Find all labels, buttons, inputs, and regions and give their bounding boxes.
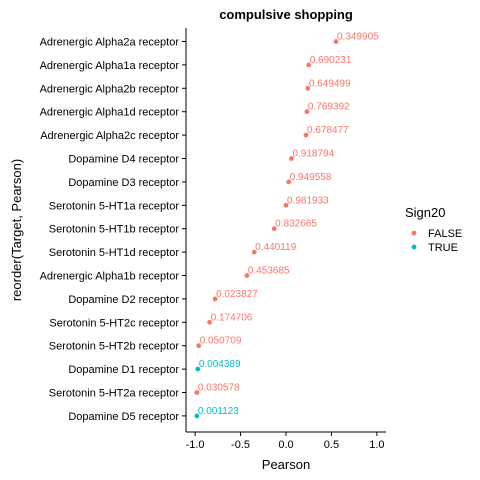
- y-tick-label: Serotonin 5-HT2a receptor: [49, 388, 180, 400]
- y-tick-label: Dopamine D4 receptor: [68, 154, 179, 166]
- legend-key-false: [411, 230, 417, 236]
- chart-title: compulsive shopping: [219, 7, 353, 22]
- data-label: 0.023827: [216, 289, 258, 300]
- data-label: 0.030578: [198, 383, 240, 394]
- data-point: [304, 109, 310, 115]
- y-tick-label: Serotonin 5-HT1b receptor: [49, 224, 180, 236]
- plot-axes: [185, 28, 386, 433]
- legend-entries: FALSE TRUE: [411, 228, 462, 254]
- y-tick-label: Dopamine D1 receptor: [68, 364, 179, 376]
- data-point: [212, 296, 218, 302]
- point-group: [194, 39, 339, 419]
- data-point: [194, 390, 200, 395]
- data-label: 0.832665: [275, 219, 317, 230]
- x-tick-label: 0.5: [324, 439, 339, 451]
- data-label-group: 0.349905 0.690231 0.649499 0.769392 0.678477…: [198, 32, 379, 417]
- y-tick-label: Serotonin 5-HT2b receptor: [49, 341, 180, 353]
- data-point: [305, 85, 311, 91]
- data-point: [306, 62, 312, 68]
- y-tick-label: Serotonin 5-HT1d receptor: [49, 247, 180, 259]
- x-tick-label: -0.5: [231, 439, 250, 451]
- data-point: [303, 132, 309, 138]
- data-label: 0.004389: [199, 359, 241, 370]
- legend-title: Sign20: [405, 205, 445, 220]
- data-label: 0.649499: [309, 78, 351, 89]
- data-point: [194, 413, 200, 419]
- y-tick-label: Adrenergic Alpha1a receptor: [40, 60, 180, 72]
- data-label: 0.453685: [248, 266, 290, 277]
- x-tick-label: 1.0: [369, 439, 384, 451]
- y-tick-label: Adrenergic Alpha1d receptor: [40, 107, 180, 119]
- data-label: 0.981933: [287, 195, 329, 206]
- y-tick-label: Adrenergic Alpha2b receptor: [40, 83, 180, 95]
- data-label: 0.690231: [310, 55, 352, 66]
- x-tick-label: -1.0: [186, 439, 205, 451]
- y-tick-label: Adrenergic Alpha2c receptor: [40, 130, 179, 142]
- data-point: [286, 179, 292, 185]
- data-label: 0.440119: [255, 242, 296, 253]
- data-point: [207, 319, 213, 325]
- y-tick-group: Adrenergic Alpha2a receptor Adrenergic Al…: [40, 37, 186, 423]
- data-point: [283, 202, 289, 208]
- y-tick-label: Dopamine D3 receptor: [68, 177, 179, 189]
- data-label: 0.001123: [198, 406, 239, 417]
- data-point: [333, 39, 339, 44]
- legend: Sign20 FALSE TRUE: [405, 205, 462, 254]
- data-point: [271, 226, 277, 232]
- data-point: [289, 156, 294, 161]
- y-tick-label: Dopamine D2 receptor: [68, 294, 179, 306]
- data-label: 0.678477: [307, 125, 349, 136]
- x-tick-group: -1.0 -0.5 0.0 0.5 1.0: [186, 432, 385, 451]
- data-point: [244, 273, 250, 278]
- y-tick-label: Adrenergic Alpha2a receptor: [40, 37, 180, 49]
- x-tick-label: 0.0: [278, 439, 293, 451]
- data-label: 0.918794: [292, 149, 334, 160]
- y-tick-label: Serotonin 5-HT1a receptor: [49, 200, 180, 212]
- y-axis-title: reorder(Target, Pearson): [9, 159, 24, 301]
- data-point: [195, 366, 201, 372]
- legend-label-false: FALSE: [428, 228, 462, 240]
- data-label: 0.349905: [337, 32, 379, 43]
- data-point: [196, 343, 202, 349]
- data-label: 0.050709: [200, 336, 242, 347]
- x-axis-title: Pearson: [262, 457, 310, 472]
- data-label: 0.174706: [211, 312, 253, 323]
- legend-key-true: [411, 244, 417, 250]
- legend-label-true: TRUE: [428, 242, 458, 254]
- data-point: [251, 249, 257, 255]
- y-tick-label: Serotonin 5-HT2c receptor: [49, 317, 179, 329]
- data-label: 0.769392: [308, 102, 350, 113]
- y-tick-label: Adrenergic Alpha1b receptor: [40, 271, 180, 283]
- data-label: 0.949558: [290, 172, 332, 183]
- y-tick-label: Dopamine D5 receptor: [68, 411, 179, 423]
